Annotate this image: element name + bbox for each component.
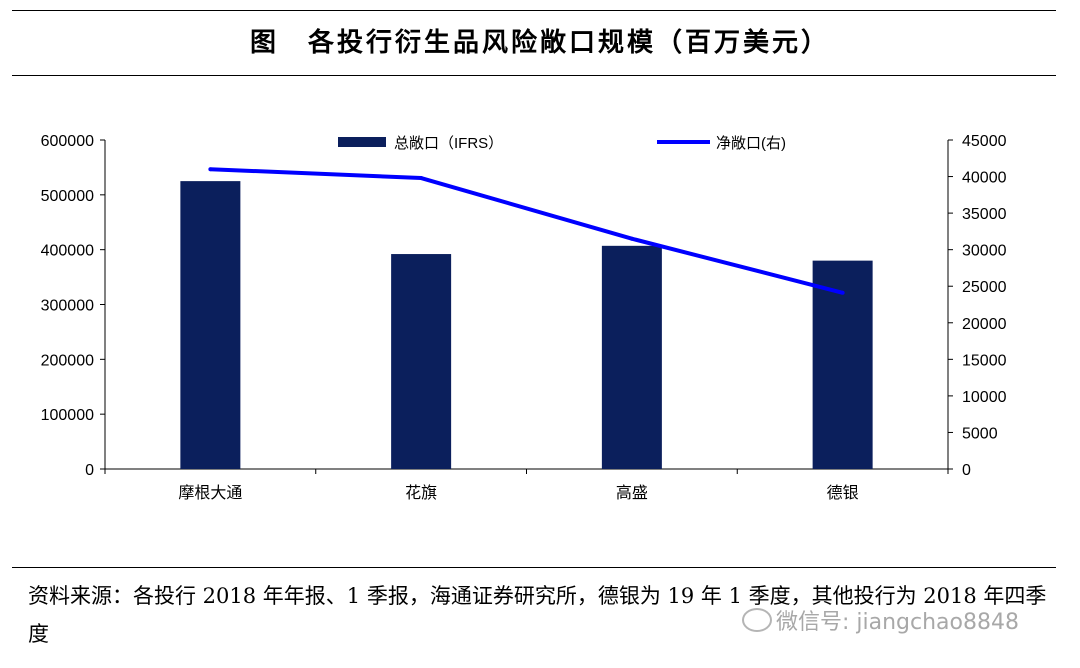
- x-axis-tick-label: 花旗: [405, 484, 437, 502]
- left-axis-tick-label: 0: [85, 462, 94, 479]
- right-axis-tick-label: 0: [962, 462, 971, 479]
- left-axis-tick-label: 600000: [41, 133, 94, 150]
- line-series: [210, 167, 844, 295]
- right-axis-tick-label: 20000: [962, 316, 1007, 333]
- right-axis-tick-label: 35000: [962, 206, 1007, 223]
- right-axis-tick-label: 30000: [962, 243, 1007, 260]
- bar: [601, 245, 662, 469]
- right-axis-tick-label: 25000: [962, 279, 1007, 296]
- line-point: [208, 167, 213, 172]
- watermark-text: 微信号: jiangchao8848: [776, 610, 1019, 635]
- bottom-rule: [12, 567, 1056, 568]
- right-axis-tick-label: 10000: [962, 389, 1007, 406]
- x-axis-tick-label: 高盛: [616, 484, 648, 502]
- line-point: [629, 236, 634, 241]
- wechat-icon: [742, 608, 772, 632]
- title-rule: [12, 75, 1056, 76]
- bar: [180, 181, 241, 469]
- left-axis-tick-label: 400000: [41, 243, 94, 260]
- left-axis-tick-label: 300000: [41, 298, 94, 315]
- legend-label-line: 净敞口(右): [716, 135, 786, 152]
- bar: [391, 254, 452, 469]
- line-point: [840, 290, 845, 295]
- x-axis-tick-label: 德银: [827, 484, 859, 502]
- left-axis-tick-label: 200000: [41, 352, 94, 369]
- top-rule: [12, 10, 1056, 11]
- right-axis-tick-label: 5000: [962, 425, 998, 442]
- right-axis-tick-label: 45000: [962, 133, 1007, 150]
- watermark: 微信号: jiangchao8848: [742, 604, 1019, 636]
- left-axis-tick-label: 500000: [41, 188, 94, 205]
- right-axis-tick-label: 15000: [962, 352, 1007, 369]
- x-axis-tick-label: 摩根大通: [178, 484, 242, 502]
- left-axis-tick-label: 100000: [41, 407, 94, 424]
- source-note: 资料来源：各投行 2018 年年报、1 季报，海通证券研究所，德银为 19 年 …: [28, 584, 1047, 646]
- bar: [812, 260, 873, 469]
- legend-label-bar: 总敞口（IFRS）: [394, 135, 503, 152]
- chart-title: 图 各投行衍生品风险敞口规模（百万美元）: [249, 28, 830, 58]
- line-point: [419, 176, 424, 181]
- legend-swatch-bar: [338, 137, 386, 147]
- chart: 0 100000 200000 300000 400000 500000 600000 0 50…: [41, 133, 1007, 502]
- right-axis-tick-label: 40000: [962, 170, 1007, 187]
